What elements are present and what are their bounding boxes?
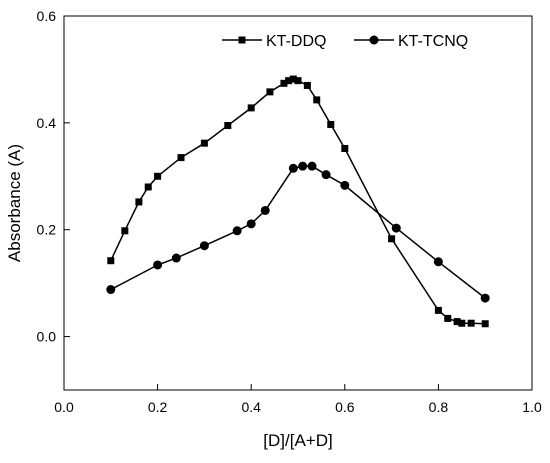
data-point-kt-ddq [481, 320, 489, 328]
legend-marker-kt-tcnq [369, 35, 379, 45]
data-point-kt-ddq [434, 306, 442, 314]
series-line-kt-ddq [110, 78, 486, 325]
legend: KT-DDQ KT-TCNQ [222, 33, 468, 50]
series-layer [106, 75, 490, 328]
data-point-kt-tcnq [106, 285, 116, 295]
data-point-kt-ddq [444, 314, 452, 322]
data-point-kt-ddq [107, 257, 115, 265]
y-axis-label: Absorbance (A) [5, 144, 24, 262]
data-point-kt-ddq [327, 120, 335, 128]
y-tick-label: 0.0 [37, 329, 57, 345]
data-point-kt-tcnq [199, 241, 209, 251]
data-point-kt-ddq [135, 198, 143, 206]
y-tick-label: 0.4 [37, 115, 57, 131]
data-point-kt-ddq [289, 75, 297, 83]
x-tick-label: 0.6 [335, 399, 355, 415]
x-tick-label: 1.0 [522, 399, 542, 415]
x-tick-label: 0.4 [241, 399, 261, 415]
data-point-kt-ddq [280, 79, 288, 87]
data-point-kt-tcnq [260, 205, 270, 215]
data-point-kt-tcnq [232, 226, 242, 236]
data-point-kt-ddq [458, 319, 466, 327]
data-point-kt-ddq [177, 154, 185, 162]
y-axis-ticks: 0.0 0.2 0.4 0.6 [37, 8, 70, 345]
data-point-kt-ddq [144, 183, 152, 191]
data-point-kt-ddq [341, 145, 349, 153]
y-tick-label: 0.6 [37, 8, 57, 24]
data-point-kt-ddq [121, 227, 129, 235]
legend-marker-kt-ddq [238, 36, 246, 44]
data-point-kt-tcnq [307, 161, 317, 171]
x-axis-label: [D]/[A+D] [263, 431, 332, 450]
x-tick-label: 0.8 [429, 399, 449, 415]
data-point-kt-tcnq [321, 170, 331, 180]
y-tick-label: 0.2 [37, 222, 57, 238]
data-point-kt-ddq [247, 104, 255, 112]
x-tick-label: 0.0 [54, 399, 74, 415]
data-point-kt-ddq [313, 96, 321, 104]
data-point-kt-ddq [388, 235, 396, 243]
data-point-kt-tcnq [153, 260, 163, 270]
data-point-kt-tcnq [246, 219, 256, 229]
data-point-kt-ddq [200, 139, 208, 147]
x-axis-ticks: 0.0 0.2 0.4 0.6 0.8 1.0 [54, 384, 542, 415]
data-point-kt-tcnq [340, 180, 350, 190]
legend-label-kt-tcnq: KT-TCNQ [398, 33, 468, 50]
series-line-kt-tcnq [110, 165, 486, 299]
data-point-kt-tcnq [171, 253, 181, 263]
data-point-kt-ddq [154, 172, 162, 180]
data-point-kt-ddq [467, 319, 475, 327]
data-point-kt-ddq [453, 318, 461, 326]
data-point-kt-ddq [224, 122, 232, 130]
data-point-kt-ddq [285, 77, 293, 85]
data-point-kt-tcnq [433, 257, 443, 267]
data-point-kt-tcnq [288, 163, 298, 173]
x-tick-label: 0.2 [148, 399, 168, 415]
data-point-kt-ddq [266, 88, 274, 96]
plot-frame [63, 15, 533, 391]
data-point-kt-tcnq [298, 161, 308, 171]
legend-label-kt-ddq: KT-DDQ [266, 33, 326, 50]
data-point-kt-ddq [294, 77, 302, 85]
data-point-kt-ddq [303, 81, 311, 89]
data-point-kt-tcnq [480, 293, 490, 303]
data-point-kt-tcnq [391, 223, 401, 233]
